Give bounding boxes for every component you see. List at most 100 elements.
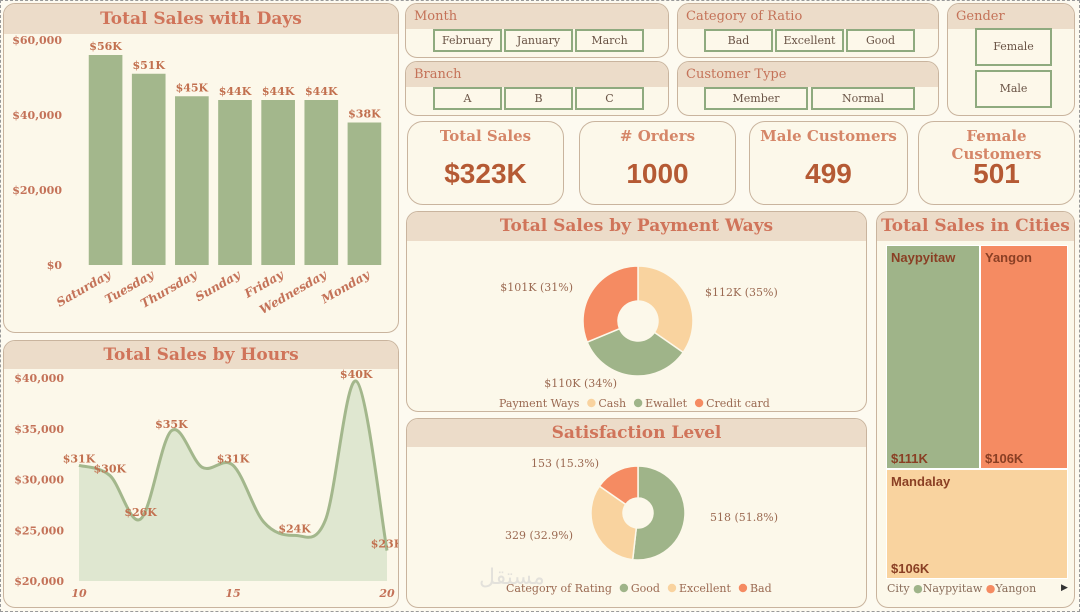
y-tick-label: $35,000 xyxy=(14,423,64,436)
point-value-label: $35K xyxy=(155,418,188,431)
cities-legend-yangon: Yangon xyxy=(995,582,1037,595)
ratio-excellent-button[interactable]: Excellent xyxy=(775,29,844,52)
hours-area-chart: $40,000 $35,000 $30,000 $25,000 $20,000 10 15 2… xyxy=(14,369,399,600)
treemap-mandalay-value: $106K xyxy=(891,561,930,576)
gender-female-button[interactable]: Female xyxy=(975,28,1052,66)
treemap-yangon-value: $106K xyxy=(985,451,1024,466)
kpi-male-customers-title: Male Customers xyxy=(760,127,897,145)
point-value-label: $30K xyxy=(94,462,127,475)
legend-dot-icon xyxy=(667,583,677,593)
hours-sales-title: Total Sales by Hours xyxy=(4,341,398,369)
kpi-total-sales-value: $323K xyxy=(444,158,527,189)
payment-donut-chart: $112K (35%) $110K (34%) $101K (31%) Payment… xyxy=(499,265,778,410)
x-tick-label: 15 xyxy=(225,587,240,600)
y-tick-label: $40,000 xyxy=(12,109,62,122)
bar-value-label: $44K xyxy=(219,85,252,98)
slice-value-label: 329 (32.9%) xyxy=(505,529,573,542)
slice-value-label: $101K (31%) xyxy=(500,281,573,294)
cities-legend-title: City xyxy=(887,582,910,595)
slice-cash[interactable] xyxy=(637,265,694,354)
bar-value-label: $45K xyxy=(176,81,209,94)
bar-value-label: $44K xyxy=(305,85,338,98)
kpi-orders-title: # Orders xyxy=(619,127,696,145)
bar-sunday[interactable] xyxy=(218,100,252,265)
gender-slicer-title: Gender xyxy=(948,4,1074,29)
slice-ewallet[interactable] xyxy=(586,327,685,377)
month-january-button[interactable]: January xyxy=(504,29,573,52)
branch-b-button[interactable]: B xyxy=(504,87,573,110)
satisfaction-panel: Satisfaction Level 518 (51.8%) 329 (32.9%… xyxy=(406,418,867,608)
kpi-male-customers-value: 499 xyxy=(805,158,852,189)
payment-ways-title: Total Sales by Payment Ways xyxy=(407,212,866,241)
month-february-button[interactable]: February xyxy=(433,29,502,52)
slice-value-label: $110K (34%) xyxy=(544,377,617,390)
bar-value-label: $51K xyxy=(132,59,165,72)
kpi-orders: # Orders 1000 xyxy=(579,121,736,205)
legend-item-label: Cash xyxy=(598,397,626,410)
bar-value-label: $44K xyxy=(262,85,295,98)
y-tick-label: $40,000 xyxy=(14,372,64,385)
bar-saturday[interactable] xyxy=(88,55,123,265)
customer-type-slicer-title: Customer Type xyxy=(678,62,938,87)
treemap-naypyitaw-name: Naypyitaw xyxy=(891,250,956,265)
branch-a-button[interactable]: A xyxy=(433,87,502,110)
x-tick-label: 20 xyxy=(378,587,395,600)
legend-item-label: Excellent xyxy=(679,582,732,595)
y-tick-label: $20,000 xyxy=(14,575,64,588)
cities-legend: City ●Naypyitaw ●Yangon xyxy=(887,582,1036,595)
treemap-yangon[interactable]: Yangon $106K xyxy=(980,245,1068,469)
legend-next-arrow-icon[interactable]: ▶ xyxy=(1061,583,1068,593)
slice-good[interactable] xyxy=(631,465,686,561)
ratio-bad-button[interactable]: Bad xyxy=(704,29,773,52)
legend-dot-icon: ● xyxy=(985,582,996,595)
point-value-label: $24K xyxy=(278,522,311,535)
legend-item-label: Bad xyxy=(750,582,772,595)
customer-type-slicer: Customer Type Member Normal xyxy=(677,61,939,116)
ratio-good-button[interactable]: Good xyxy=(846,29,915,52)
treemap-naypyitaw[interactable]: Naypyitaw $111K xyxy=(886,245,980,469)
legend-title: Payment Ways xyxy=(499,397,580,410)
point-value-label: $23K xyxy=(371,538,399,551)
bar-tuesday[interactable] xyxy=(131,73,166,265)
ratio-slicer-title: Category of Ratio xyxy=(678,4,938,29)
point-value-label: $26K xyxy=(124,506,157,519)
cities-legend-naypyitaw: Naypyitaw xyxy=(922,582,983,595)
legend-dot-icon xyxy=(619,583,629,593)
y-tick-label: $60,000 xyxy=(12,34,62,47)
x-tick-label: 10 xyxy=(71,587,87,600)
x-category-label: Saturday xyxy=(54,267,114,310)
satisfaction-donut-chart: 518 (51.8%) 329 (32.9%) 153 (15.3%) Categor… xyxy=(505,457,778,595)
treemap-mandalay[interactable]: Mandalay $106K xyxy=(886,469,1068,579)
satisfaction-title: Satisfaction Level xyxy=(407,419,866,447)
slice-bad[interactable] xyxy=(598,465,639,506)
slice-credit-card[interactable] xyxy=(582,265,639,344)
bar-friday[interactable] xyxy=(261,100,295,265)
legend-item-label: Ewallet xyxy=(645,397,688,410)
bar-value-label: $38K xyxy=(348,108,381,121)
slice-value-label: $112K (35%) xyxy=(705,286,778,299)
branch-slicer-title: Branch xyxy=(406,62,668,87)
legend-title: Category of Rating xyxy=(506,582,612,595)
customer-normal-button[interactable]: Normal xyxy=(811,87,915,110)
legend-dot-icon: ● xyxy=(913,582,923,595)
point-value-label: $40K xyxy=(340,369,373,381)
legend-dot-icon xyxy=(587,398,596,408)
bar-monday[interactable] xyxy=(347,122,382,266)
days-bar-chart: $60,000$40,000$20,000$0$56KSaturday$51KT… xyxy=(12,34,382,317)
month-march-button[interactable]: March xyxy=(575,29,644,52)
bar-wednesday[interactable] xyxy=(304,100,339,265)
branch-c-button[interactable]: C xyxy=(575,87,644,110)
x-category-label: Monday xyxy=(318,267,373,307)
ratio-slicer: Category of Ratio Bad Excellent Good xyxy=(677,3,939,58)
customer-member-button[interactable]: Member xyxy=(704,87,808,110)
payment-ways-panel: Total Sales by Payment Ways $112K (35%) $… xyxy=(406,211,867,412)
month-slicer: Month February January March xyxy=(405,3,669,58)
slice-value-label: 153 (15.3%) xyxy=(531,457,599,470)
bar-thursday[interactable] xyxy=(175,96,209,265)
treemap-naypyitaw-value: $111K xyxy=(891,451,928,466)
gender-male-button[interactable]: Male xyxy=(975,70,1052,108)
legend-dot-icon xyxy=(633,398,643,408)
point-value-label: $31K xyxy=(63,452,96,465)
y-tick-label: $25,000 xyxy=(14,524,64,537)
legend-item-label: Credit card xyxy=(706,397,770,410)
